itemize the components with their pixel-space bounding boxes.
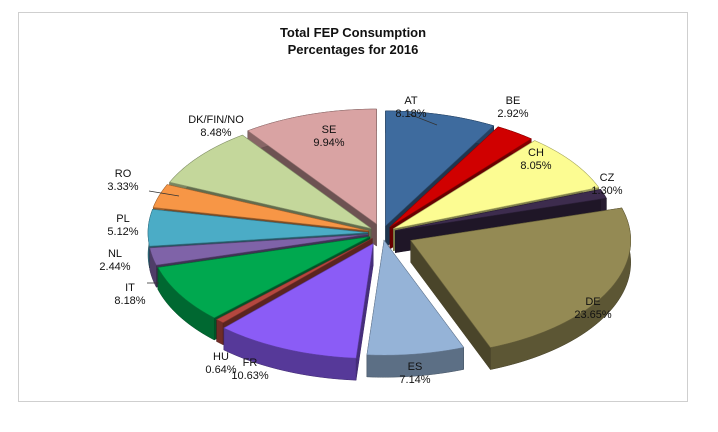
- label-pl: PL: [116, 213, 129, 225]
- label-pct-ro: 3.33%: [107, 181, 138, 193]
- chart-frame: Total FEP Consumption Percentages for 201…: [18, 12, 688, 402]
- slice-tops: [147, 108, 632, 359]
- slice-de: [410, 207, 632, 348]
- label-be: BE: [506, 95, 521, 107]
- label-pct-fr: 10.63%: [231, 370, 269, 382]
- label-pct-ch: 8.05%: [520, 160, 551, 172]
- label-pct-se: 9.94%: [313, 137, 344, 149]
- label-pct-pl: 5.12%: [107, 226, 138, 238]
- label-pct-cz: 1.30%: [591, 185, 622, 197]
- slice-nl: [149, 234, 369, 266]
- label-pct-hu: 0.64%: [205, 364, 236, 376]
- label-hu: HU: [213, 351, 229, 363]
- leader-line-ro: [148, 190, 180, 197]
- data-labels: AT8.18%BE2.92%CH8.05%CZ1.30%DE23.65%ES7.…: [99, 95, 622, 386]
- label-dk-fin-no: DK/FIN/NO: [188, 114, 244, 126]
- slice-pl: [147, 209, 369, 247]
- slice-cz: [395, 188, 607, 231]
- label-it: IT: [125, 282, 135, 294]
- slice-be: [389, 126, 532, 228]
- label-pct-de: 23.65%: [574, 309, 612, 321]
- slice-ch: [393, 140, 600, 230]
- label-fr: FR: [243, 357, 258, 369]
- label-pct-nl: 2.44%: [99, 261, 130, 273]
- label-pct-dk-fin-no: 8.48%: [200, 127, 231, 139]
- label-pct-at: 8.18%: [395, 108, 426, 120]
- chart-title-line-2: Percentages for 2016: [288, 42, 419, 57]
- slice-dk-fin-no: [169, 134, 372, 229]
- label-at: AT: [404, 95, 418, 107]
- slice-ro: [152, 184, 369, 232]
- slice-se: [247, 108, 377, 225]
- pie-chart: Total FEP Consumption Percentages for 201…: [99, 25, 632, 386]
- slice-es: [366, 239, 465, 356]
- label-cz: CZ: [600, 172, 615, 184]
- leader-line-at: [408, 113, 438, 126]
- chart-title: Total FEP Consumption Percentages for 201…: [280, 25, 426, 57]
- label-ro: RO: [115, 168, 132, 180]
- chart-title-line-1: Total FEP Consumption: [280, 25, 426, 40]
- slice-at: [385, 110, 495, 227]
- slice-fr: [223, 242, 374, 359]
- label-es: ES: [408, 361, 423, 373]
- label-pct-es: 7.14%: [399, 374, 430, 386]
- slice-hu: [215, 238, 373, 324]
- label-de: DE: [585, 296, 600, 308]
- label-se: SE: [322, 124, 337, 136]
- slice-side-hu: [216, 319, 224, 346]
- slice-it: [157, 236, 371, 319]
- label-pct-it: 8.18%: [114, 295, 145, 307]
- label-nl: NL: [108, 248, 122, 260]
- label-ch: CH: [528, 147, 544, 159]
- label-pct-be: 2.92%: [497, 108, 528, 120]
